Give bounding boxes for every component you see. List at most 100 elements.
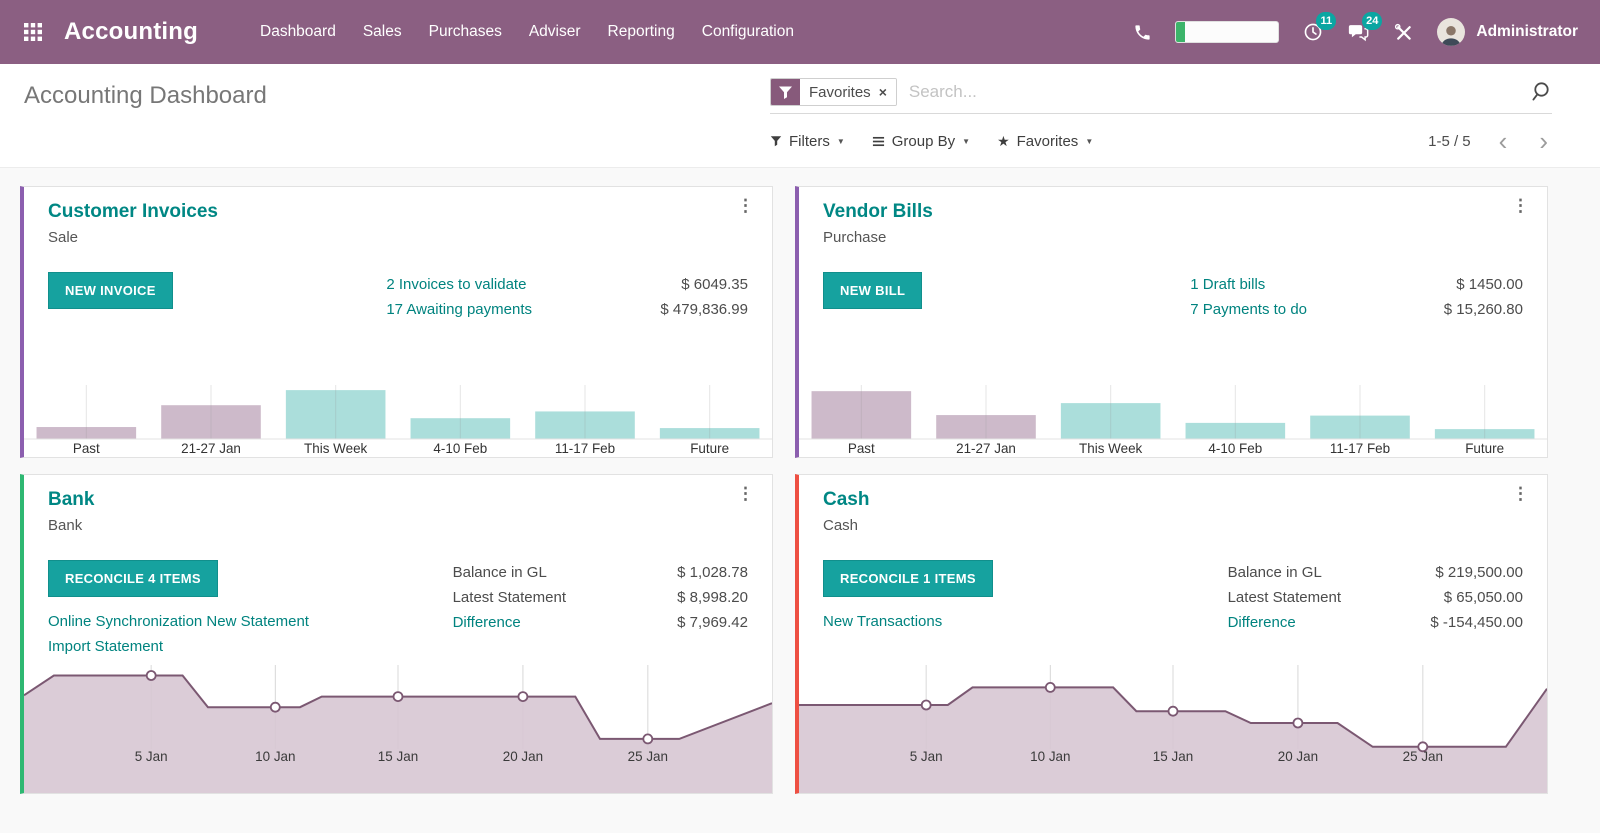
- svg-text:Past: Past: [848, 441, 875, 456]
- cash-balance-area-chart[interactable]: 5 Jan 10 Jan 15 Jan 20 Jan 25 Jan: [799, 661, 1548, 793]
- customer-invoices-bar-chart[interactable]: Past 21-27 Jan This Week 4-10 Feb 11-17 Feb F…: [24, 381, 772, 457]
- pager-previous-icon[interactable]: ‹: [1498, 126, 1508, 156]
- activity-clock-icon: [1305, 23, 1322, 41]
- balance-in-gl-label: Balance in GL: [452, 564, 547, 581]
- group-by-dropdown[interactable]: Group By ▼: [872, 133, 970, 150]
- new-bill-button[interactable]: NEW BILL: [823, 272, 923, 309]
- reconcile-items-button[interactable]: RECONCILE 4 ITEMS: [48, 560, 218, 597]
- svg-text:5 Jan: 5 Jan: [135, 749, 168, 764]
- awaiting-payments-link[interactable]: 17 Awaiting payments: [386, 301, 532, 318]
- card-subtitle: Sale: [48, 229, 79, 246]
- search-options-row: Filters ▼ Group By ▼ ★ Favorites ▼ 1-5 /…: [770, 126, 1552, 156]
- search-bar: Favorites ×: [770, 78, 1552, 114]
- top-navbar: Accounting Dashboard Sales Purchases Adv…: [0, 0, 1600, 64]
- facet-remove-icon[interactable]: ×: [878, 84, 887, 100]
- svg-text:10 Jan: 10 Jan: [255, 749, 295, 764]
- journal-card-vendor-bills: ⋮ Vendor Bills Purchase NEW BILL 1 Draft…: [795, 186, 1548, 458]
- search-dropdowns: Filters ▼ Group By ▼ ★ Favorites ▼: [770, 133, 1093, 150]
- latest-statement-label: Latest Statement: [452, 589, 566, 606]
- svg-text:21-27 Jan: 21-27 Jan: [956, 441, 1016, 456]
- apps-grid-icon[interactable]: [18, 17, 48, 47]
- main-menu: Dashboard Sales Purchases Adviser Report…: [260, 23, 794, 41]
- new-transactions-link[interactable]: New Transactions: [823, 613, 943, 630]
- chevron-down-icon: ▼: [962, 136, 971, 146]
- journal-card-customer-invoices: ⋮ Customer Invoices Sale NEW INVOICE 2 I…: [20, 186, 773, 458]
- phone-icon-svg: [1135, 24, 1150, 40]
- filters-dropdown[interactable]: Filters ▼: [770, 133, 845, 150]
- card-menu-kebab-icon[interactable]: ⋮: [1512, 196, 1529, 215]
- avatar-person-icon: [1441, 25, 1462, 46]
- user-avatar[interactable]: [1437, 18, 1466, 46]
- facet-filter-icon: [771, 79, 800, 105]
- menu-item-adviser[interactable]: Adviser: [528, 23, 581, 40]
- svg-text:25 Jan: 25 Jan: [1403, 749, 1443, 764]
- cash-action-links: New Transactions: [823, 609, 942, 634]
- pager-next-icon[interactable]: ›: [1539, 126, 1548, 156]
- bank-stats: Balance in GL $ 1,028.78 Latest Statemen…: [453, 560, 748, 635]
- page-title: Accounting Dashboard: [24, 82, 267, 109]
- card-subtitle: Cash: [823, 517, 859, 534]
- favorites-label: Favorites: [1016, 132, 1079, 150]
- import-statement-link[interactable]: Import Statement: [48, 638, 164, 655]
- subscription-progress-bar[interactable]: [1175, 21, 1280, 43]
- invoices-to-validate-link[interactable]: 2 Invoices to validate: [386, 276, 527, 293]
- balance-in-gl-value: $ 1,028.78: [677, 564, 748, 581]
- vendor-bills-bar-chart[interactable]: Past 21-27 Jan This Week 4-10 Feb 11-17 Feb F…: [799, 381, 1547, 457]
- svg-text:11-17 Feb: 11-17 Feb: [555, 441, 615, 456]
- journal-card-bank: ⋮ Bank Bank RECONCILE 4 ITEMS Online Syn…: [20, 474, 773, 794]
- svg-text:5 Jan: 5 Jan: [910, 749, 943, 764]
- favorites-dropdown[interactable]: ★ Favorites ▼: [997, 133, 1093, 150]
- svg-text:This Week: This Week: [304, 441, 368, 456]
- difference-value: $ 7,969.42: [677, 614, 748, 631]
- messages-button[interactable]: 24: [1347, 12, 1383, 43]
- card-menu-kebab-icon[interactable]: ⋮: [737, 484, 754, 503]
- amount-awaiting: $ 479,836.99: [660, 301, 748, 318]
- menu-item-dashboard[interactable]: Dashboard: [260, 23, 336, 40]
- search-icon-svg: [1532, 82, 1549, 101]
- difference-link[interactable]: Difference: [1227, 614, 1296, 631]
- menu-item-sales[interactable]: Sales: [362, 23, 402, 40]
- card-title-vendor-bills[interactable]: Vendor Bills: [823, 201, 933, 222]
- apps-grid-icon-svg: [24, 23, 42, 41]
- svg-text:20 Jan: 20 Jan: [503, 749, 543, 764]
- menu-item-reporting[interactable]: Reporting: [607, 23, 675, 40]
- latest-statement-label: Latest Statement: [1227, 589, 1341, 606]
- dashboard-kanban: ⋮ Customer Invoices Sale NEW INVOICE 2 I…: [0, 168, 1600, 794]
- card-menu-kebab-icon[interactable]: ⋮: [1512, 484, 1529, 503]
- balance-in-gl-value: $ 219,500.00: [1435, 564, 1523, 581]
- invoice-links: 2 Invoices to validate 17 Awaiting payme…: [386, 272, 532, 322]
- bill-amounts: $ 1450.00 $ 15,260.80: [1307, 272, 1523, 322]
- pager: 1-5 / 5 ‹ ›: [1428, 126, 1552, 156]
- svg-text:10 Jan: 10 Jan: [1030, 749, 1070, 764]
- difference-link[interactable]: Difference: [452, 614, 521, 631]
- online-sync-new-statement-link[interactable]: Online Synchronization New Statement: [48, 613, 309, 630]
- card-title-customer-invoices[interactable]: Customer Invoices: [48, 201, 218, 222]
- menu-item-configuration[interactable]: Configuration: [701, 23, 794, 40]
- support-tools-icon[interactable]: [1393, 22, 1414, 43]
- card-title-bank[interactable]: Bank: [48, 489, 95, 510]
- cash-stats: Balance in GL $ 219,500.00 Latest Statem…: [1228, 560, 1523, 635]
- reconcile-items-button[interactable]: RECONCILE 1 ITEMS: [823, 560, 993, 597]
- card-subtitle: Purchase: [823, 229, 887, 246]
- bank-balance-area-chart[interactable]: 5 Jan 10 Jan 15 Jan 20 Jan 25 Jan: [23, 661, 773, 793]
- new-invoice-button[interactable]: NEW INVOICE: [48, 272, 173, 309]
- app-name[interactable]: Accounting: [64, 18, 198, 45]
- svg-text:25 Jan: 25 Jan: [628, 749, 668, 764]
- funnel-icon: [779, 86, 792, 99]
- card-menu-kebab-icon[interactable]: ⋮: [737, 196, 754, 215]
- activities-button[interactable]: 11: [1302, 12, 1337, 43]
- search-icon[interactable]: [1530, 81, 1552, 103]
- card-title-cash[interactable]: Cash: [823, 489, 870, 510]
- filters-label: Filters: [789, 132, 830, 150]
- star-icon: ★: [997, 132, 1010, 149]
- invoice-amounts: $ 6049.35 $ 479,836.99: [532, 272, 748, 322]
- menu-item-purchases[interactable]: Purchases: [428, 23, 502, 40]
- user-name[interactable]: Administrator: [1476, 23, 1578, 40]
- amount-draft: $ 1450.00: [1456, 276, 1523, 293]
- draft-bills-link[interactable]: 1 Draft bills: [1190, 276, 1266, 293]
- navbar-systray: 11 24 Administrator: [1133, 12, 1578, 46]
- phone-icon[interactable]: [1133, 23, 1152, 42]
- payments-to-do-link[interactable]: 7 Payments to do: [1190, 301, 1307, 318]
- bill-links: 1 Draft bills 7 Payments to do: [1190, 272, 1307, 322]
- search-input[interactable]: [896, 82, 1530, 102]
